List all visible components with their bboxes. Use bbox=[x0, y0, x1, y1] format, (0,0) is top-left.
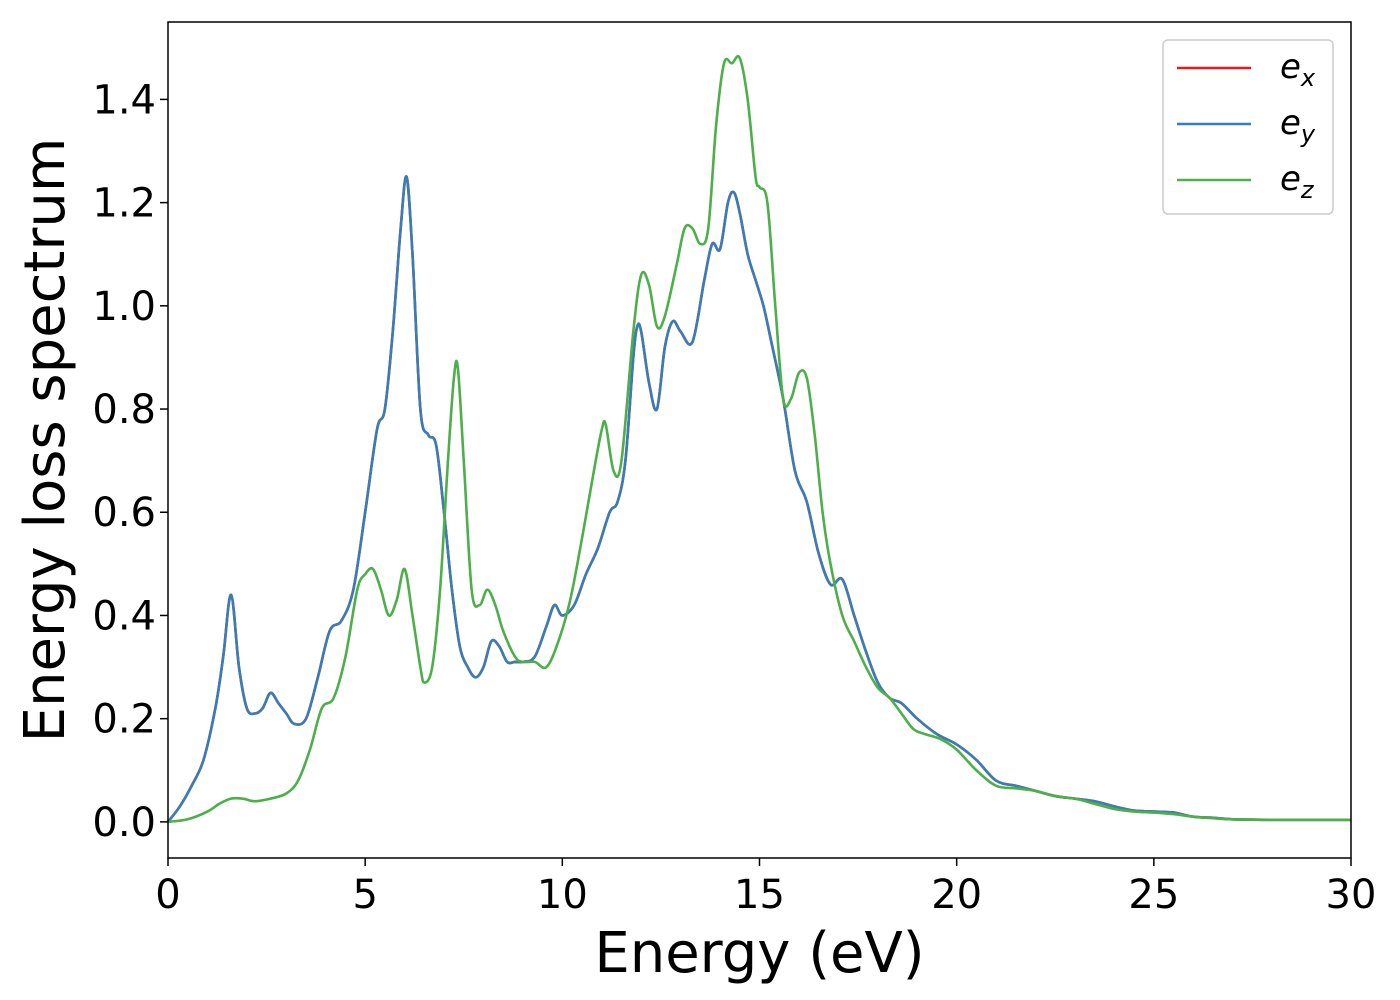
x-tick-label: 20 bbox=[931, 872, 982, 918]
plot-lines bbox=[166, 54, 1351, 824]
x-tick-label: 10 bbox=[537, 872, 588, 918]
y-tick-label: 0.4 bbox=[92, 593, 156, 639]
series-line-z bbox=[167, 54, 1351, 824]
legend: ex ey ez bbox=[1162, 39, 1334, 215]
x-tick-label: 30 bbox=[1326, 872, 1377, 918]
y-tick-label: 0.0 bbox=[92, 800, 156, 846]
y-tick-label: 0.8 bbox=[92, 387, 156, 433]
y-axis-ticks: 0.0 0.2 0.4 0.6 0.8 1.0 1.2 1.4 bbox=[92, 77, 168, 846]
legend-label-z: ez bbox=[1280, 159, 1315, 204]
x-tick-label: 5 bbox=[352, 872, 377, 918]
legend-label-x: ex bbox=[1280, 47, 1316, 92]
y-tick-label: 1.0 bbox=[92, 284, 156, 330]
x-tick-label: 0 bbox=[155, 872, 180, 918]
series-line-y bbox=[166, 175, 1351, 823]
series-line-x bbox=[166, 175, 1351, 823]
x-tick-label: 25 bbox=[1128, 872, 1179, 918]
x-axis-ticks: 0 5 10 15 20 25 30 bbox=[155, 858, 1376, 918]
y-axis-label: Energy loss spectrum bbox=[13, 138, 78, 743]
y-tick-label: 0.6 bbox=[92, 490, 156, 536]
legend-box bbox=[1162, 39, 1334, 215]
legend-label-y: ey bbox=[1280, 103, 1316, 148]
y-tick-label: 1.2 bbox=[92, 181, 156, 227]
y-tick-label: 1.4 bbox=[92, 77, 156, 123]
x-axis-label: Energy (eV) bbox=[594, 921, 924, 986]
y-tick-label: 0.2 bbox=[92, 697, 156, 743]
x-tick-label: 15 bbox=[734, 872, 785, 918]
